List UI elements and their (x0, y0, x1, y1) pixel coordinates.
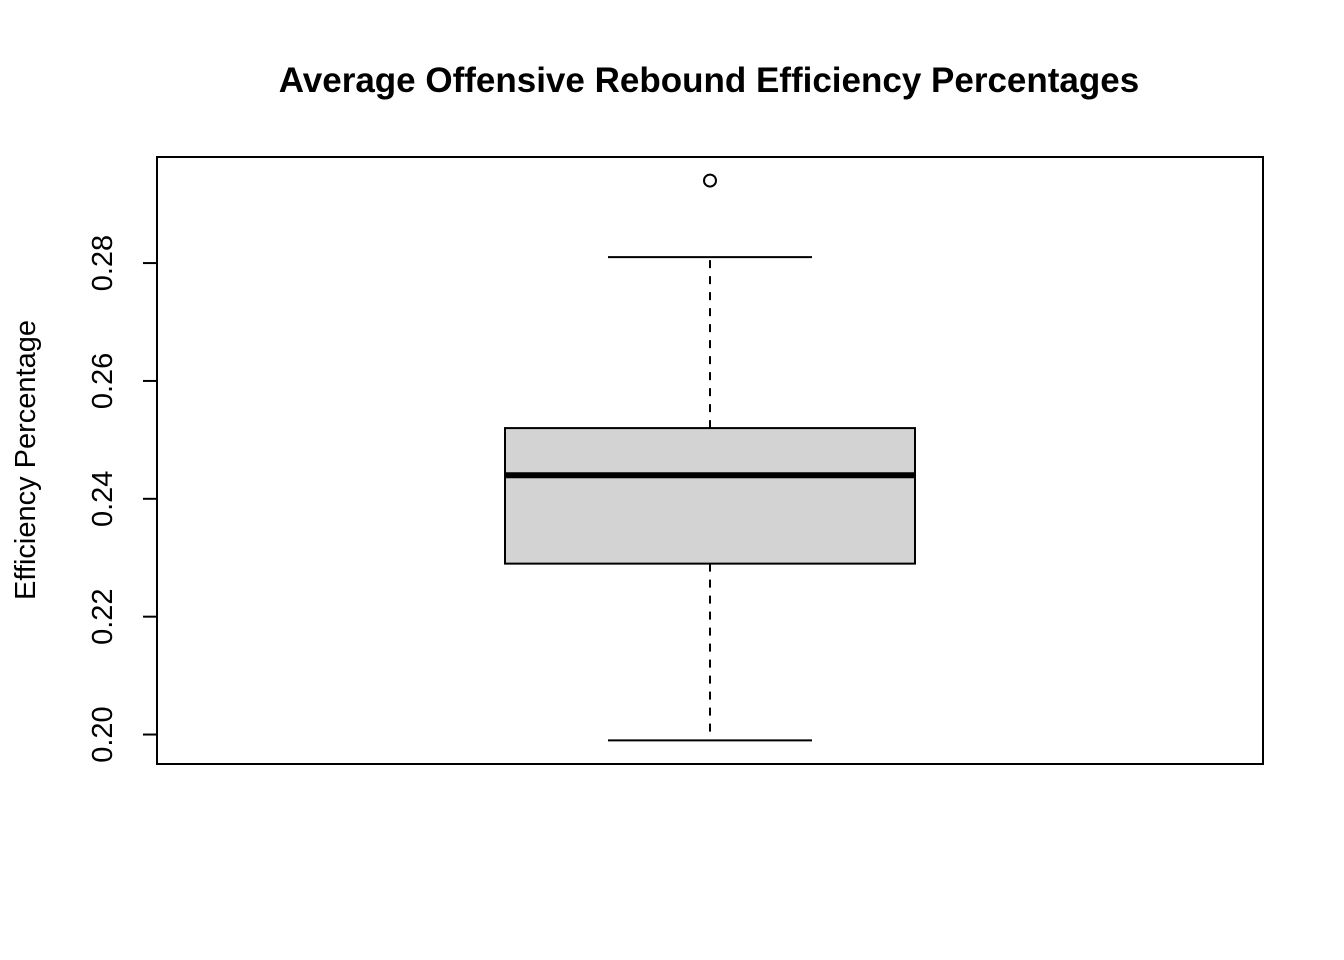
y-tick-label: 0.20 (87, 706, 119, 762)
interquartile-box (504, 427, 916, 565)
y-tick-label: 0.26 (87, 353, 119, 409)
y-tick-label: 0.22 (87, 588, 119, 644)
outlier-points (703, 173, 717, 188)
y-tick-label: 0.24 (87, 471, 119, 527)
chart-title: Average Offensive Rebound Efficiency Per… (279, 61, 1139, 100)
boxplot (504, 173, 916, 742)
y-axis-label: Efficiency Percentage (10, 320, 42, 600)
y-tick-label: 0.28 (87, 235, 119, 291)
y-axis-ticks: 0.20 0.22 0.24 0.26 0.28 (87, 235, 157, 763)
outlier-point (703, 173, 717, 188)
